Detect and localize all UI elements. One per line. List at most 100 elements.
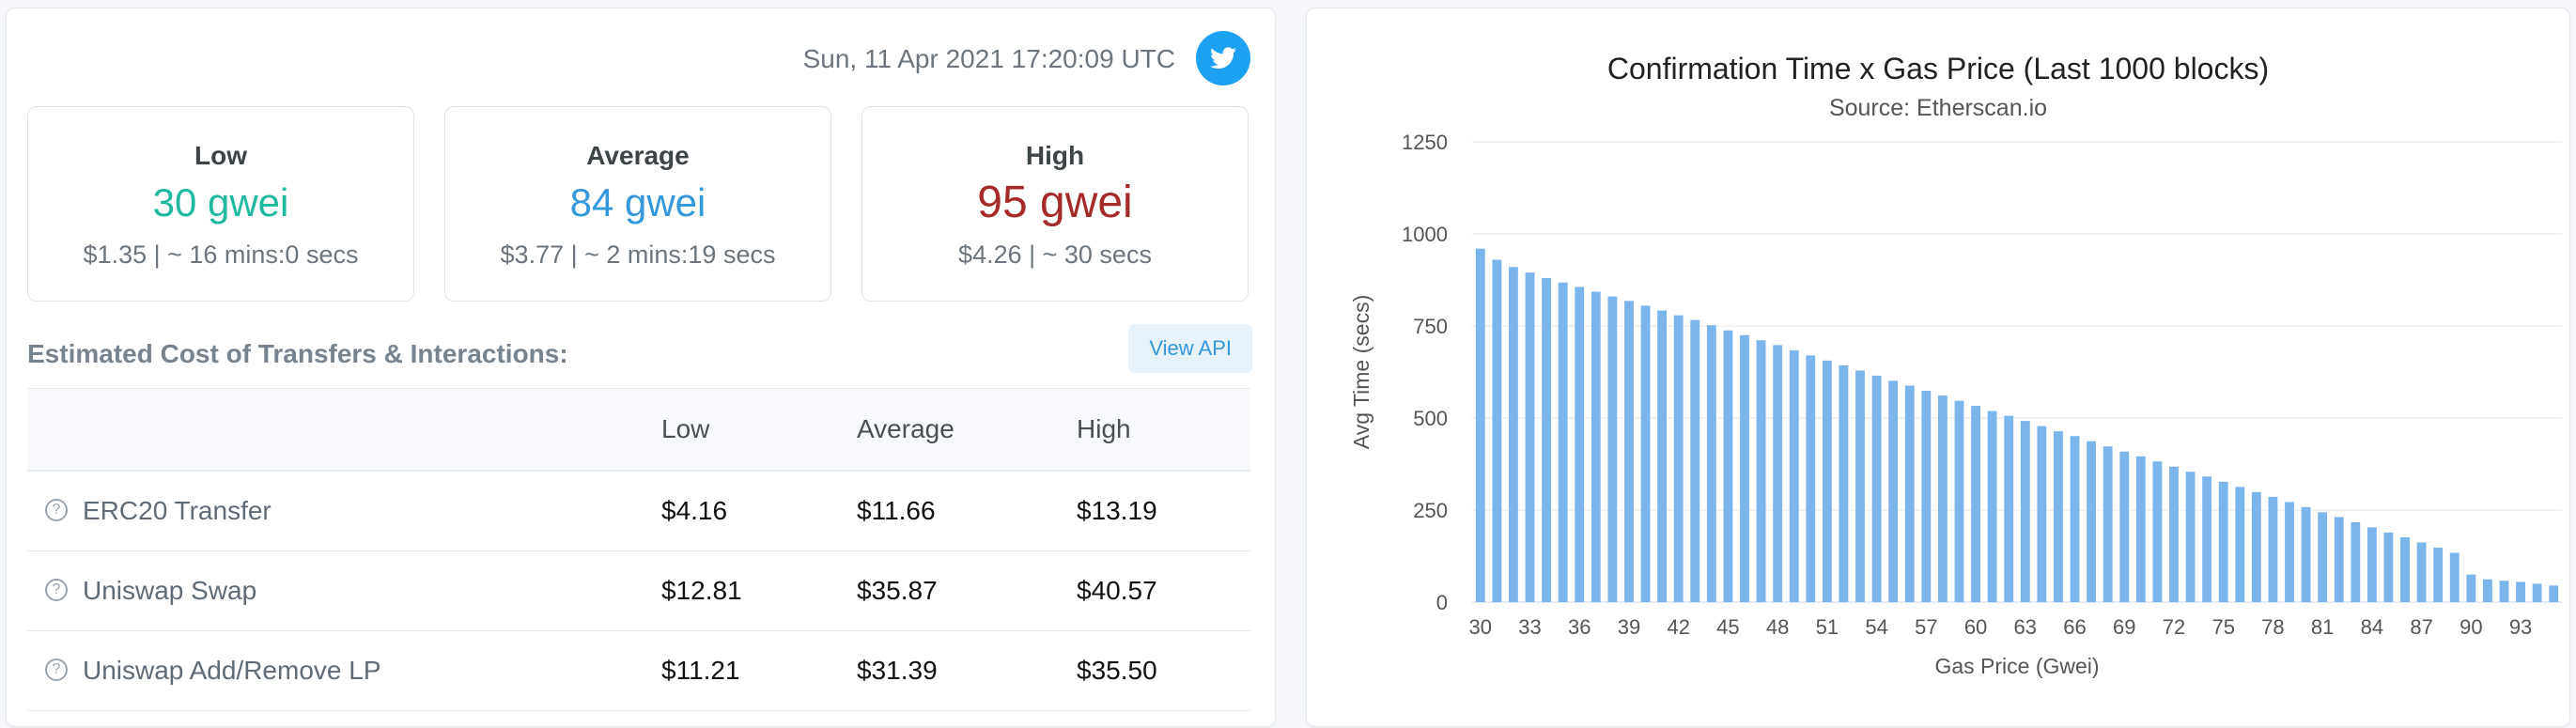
twitter-share-button[interactable]	[1196, 31, 1250, 85]
x-tick-label: 60	[1964, 615, 1987, 639]
card-title: Low	[194, 141, 247, 170]
chart-bar	[2235, 487, 2245, 602]
card-cost-time: $1.35 | ~ 16 mins:0 secs	[83, 240, 359, 269]
table-row: ? ERC20 Transfer $4.16 $11.66 $13.19	[27, 471, 1250, 551]
low-cost-cell: $12.81	[660, 550, 856, 631]
x-tick-label: 90	[2460, 615, 2482, 639]
row-label-cell: ? ERC20 Transfer	[27, 471, 660, 551]
chart-bar	[1624, 301, 1634, 602]
high-cost-cell: $13.19	[1076, 471, 1250, 551]
x-tick-label: 48	[1766, 615, 1789, 639]
x-tick-label: 57	[1915, 615, 1937, 639]
chart-bar	[1607, 296, 1618, 602]
chart-bar	[2466, 574, 2476, 602]
chart-bar	[1673, 315, 1684, 602]
chart-bar	[2152, 461, 2163, 602]
chart-bar	[2119, 451, 2130, 602]
chart-bar	[1509, 267, 1518, 602]
chart-bar	[2499, 581, 2509, 602]
card-gwei-value: 30 gwei	[152, 180, 289, 225]
chart-bar	[1954, 400, 1964, 602]
view-api-button[interactable]: View API	[1128, 324, 1252, 373]
chart-bar	[1806, 355, 1816, 602]
x-tick-label: 63	[2014, 615, 2037, 639]
x-tick-label: 39	[1618, 615, 1640, 639]
help-icon[interactable]: ?	[45, 658, 68, 681]
chart-bar	[2351, 521, 2361, 602]
card-title: Average	[586, 141, 690, 170]
help-icon[interactable]: ?	[45, 498, 68, 521]
chart-bar	[1542, 278, 1552, 602]
chart-bar	[2383, 532, 2394, 602]
chart-bar	[1871, 375, 1882, 602]
chart-bar	[1475, 248, 1485, 602]
x-tick-label: 45	[1716, 615, 1739, 639]
average-cost-cell: $35.87	[856, 550, 1076, 631]
y-tick-label: 750	[1413, 315, 1448, 338]
x-tick-label: 75	[2211, 615, 2234, 639]
chart-bar	[1575, 287, 1585, 602]
x-tick-label: 69	[2113, 615, 2135, 639]
chart-bar	[2367, 527, 2377, 602]
row-label: ERC20 Transfer	[83, 496, 272, 525]
chart-bar	[2135, 456, 2146, 602]
chart-bar	[2169, 466, 2179, 602]
chart-bar	[2202, 476, 2212, 602]
row-label: Uniswap Add/Remove LP	[83, 656, 381, 685]
table-row: ? Uniswap Swap $12.81 $35.87 $40.57	[27, 550, 1250, 631]
x-tick-label: 51	[1816, 615, 1839, 639]
row-label: Uniswap Swap	[83, 576, 257, 605]
chart-bar	[2251, 491, 2261, 602]
y-tick-label: 500	[1413, 407, 1448, 430]
row-label-cell: ? Uniswap Add/Remove LP	[27, 630, 660, 711]
average-cost-cell: $11.66	[856, 471, 1076, 551]
chart-bar	[2268, 496, 2278, 602]
chart-bar	[1690, 319, 1700, 602]
high-cost-cell: $35.50	[1076, 630, 1250, 711]
x-tick-label: 36	[1568, 615, 1591, 639]
row-label-cell: ? Uniswap Swap	[27, 550, 660, 631]
chart-title: Confirmation Time x Gas Price (Last 1000…	[1606, 52, 2270, 85]
x-tick-label: 84	[2361, 615, 2383, 639]
table-header-row: Low Average High	[27, 388, 1250, 472]
chart-bar	[2549, 585, 2559, 602]
card-cost-time: $3.77 | ~ 2 mins:19 secs	[500, 240, 776, 269]
column-header-name	[27, 388, 660, 472]
chart-bar	[1756, 340, 1766, 602]
chart-bar	[1937, 395, 1948, 602]
chart-bar	[1492, 259, 1502, 602]
chart-bar	[1773, 345, 1783, 602]
column-header-average: Average	[856, 388, 1076, 472]
chart-bar	[2020, 421, 2030, 602]
low-price-card: Low 30 gwei $1.35 | ~ 16 mins:0 secs	[27, 106, 414, 302]
chart-bar	[1921, 390, 1932, 602]
y-tick-label: 1250	[1402, 131, 1448, 154]
chart-bar	[2433, 547, 2444, 602]
x-tick-label: 81	[2311, 615, 2334, 639]
chart-bar	[2285, 502, 2294, 602]
x-tick-label: 33	[1518, 615, 1541, 639]
chart-bar	[1723, 330, 1733, 602]
help-icon[interactable]: ?	[45, 578, 68, 601]
cost-table: Low Average High ? ERC20 Transfer $4.16 $…	[27, 388, 1250, 711]
chart-bar	[1904, 385, 1915, 602]
card-title: High	[1025, 141, 1085, 170]
x-tick-label: 54	[1865, 615, 1887, 639]
card-gwei-value: 95 gwei	[977, 178, 1133, 227]
chart-bar	[1706, 325, 1716, 602]
chart-bar	[1740, 334, 1749, 602]
chart-subtitle: Source: Etherscan.io	[1828, 95, 2048, 121]
column-header-high: High	[1076, 388, 1250, 472]
average-price-card: Average 84 gwei $3.77 | ~ 2 mins:19 secs	[444, 106, 831, 302]
gas-price-panel: Sun, 11 Apr 2021 17:20:09 UTC Low 30 gwe…	[6, 8, 1276, 727]
chart-bar	[2318, 512, 2328, 602]
chart-bar	[2482, 579, 2492, 602]
chart-bar	[2532, 583, 2542, 602]
y-tick-label: 250	[1413, 499, 1448, 522]
chart-bar	[2516, 581, 2525, 602]
x-tick-label: 78	[2261, 615, 2284, 639]
cost-section-title: Estimated Cost of Transfers & Interactio…	[27, 339, 568, 368]
y-tick-label: 1000	[1402, 223, 1448, 246]
chart-bar	[2070, 436, 2080, 602]
x-tick-label: 42	[1667, 615, 1689, 639]
